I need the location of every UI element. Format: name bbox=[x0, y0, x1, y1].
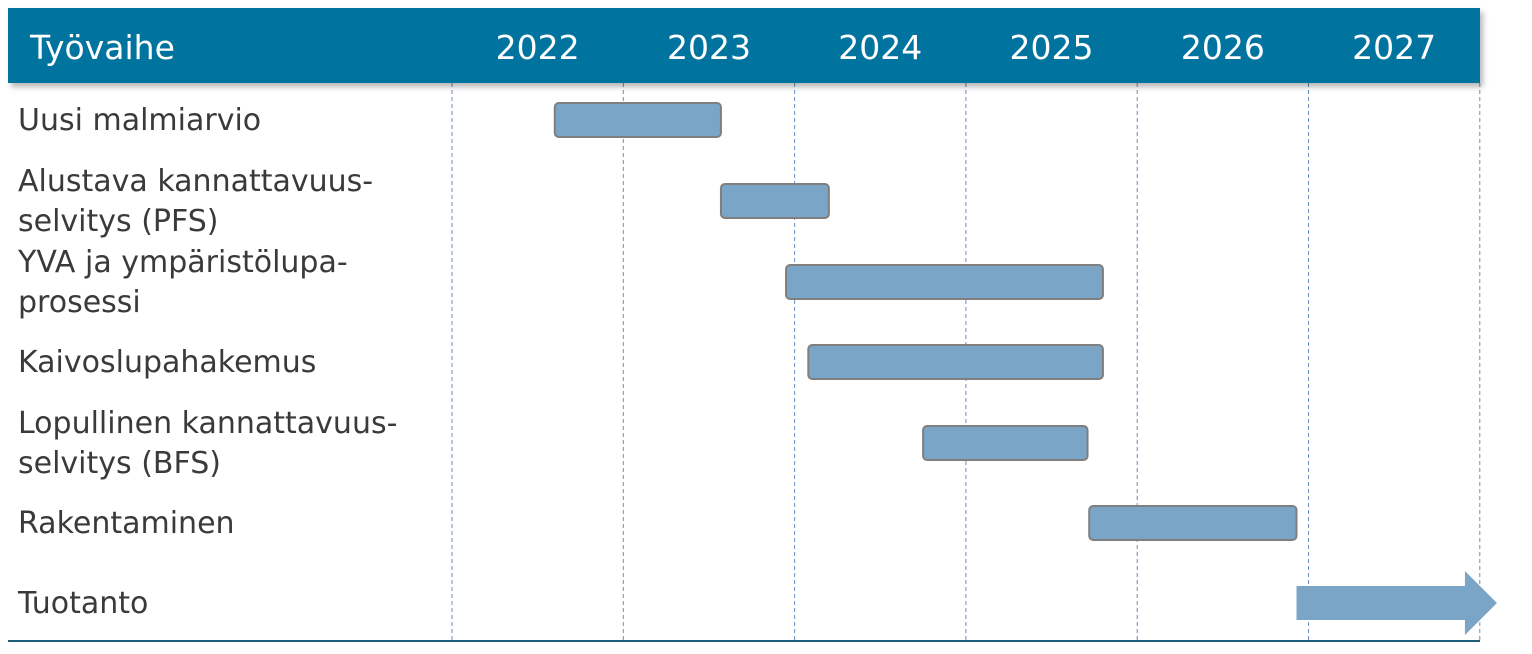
task-bar bbox=[922, 425, 1089, 461]
task-label: selvitys (PFS) bbox=[18, 204, 218, 239]
task-label: selvitys (BFS) bbox=[18, 446, 221, 481]
task-bar bbox=[785, 264, 1104, 300]
year-label: 2027 bbox=[1352, 28, 1436, 67]
task-bar bbox=[553, 102, 722, 138]
task-arrow bbox=[1296, 571, 1497, 635]
task-bars bbox=[553, 102, 1497, 635]
task-label: Uusi malmiarvio bbox=[18, 103, 261, 138]
task-label: YVA ja ympäristölupa- bbox=[17, 245, 348, 280]
task-label: Alustava kannattavuus- bbox=[18, 164, 373, 199]
task-bar bbox=[1088, 505, 1298, 541]
header-label: Työvaihe bbox=[29, 28, 175, 67]
year-label: 2025 bbox=[1010, 28, 1094, 67]
task-label: Tuotanto bbox=[17, 586, 148, 621]
task-bar bbox=[807, 344, 1104, 380]
task-label: Lopullinen kannattavuus- bbox=[18, 406, 397, 441]
task-labels: Uusi malmiarvio Alustava kannattavuus-sel… bbox=[17, 103, 397, 621]
task-bar bbox=[719, 183, 830, 219]
year-label: 2024 bbox=[838, 28, 922, 67]
year-label: 2023 bbox=[667, 28, 751, 67]
task-label: Rakentaminen bbox=[18, 506, 235, 541]
year-label: 2026 bbox=[1181, 28, 1265, 67]
year-label: 2022 bbox=[496, 28, 580, 67]
header-bar bbox=[8, 8, 1480, 83]
year-labels: 2022 2023 2024 2025 2026 2027 bbox=[496, 28, 1436, 67]
task-label: prosessi bbox=[18, 285, 141, 320]
gridlines bbox=[451, 83, 1481, 641]
task-label: Kaivoslupahakemus bbox=[18, 345, 316, 380]
